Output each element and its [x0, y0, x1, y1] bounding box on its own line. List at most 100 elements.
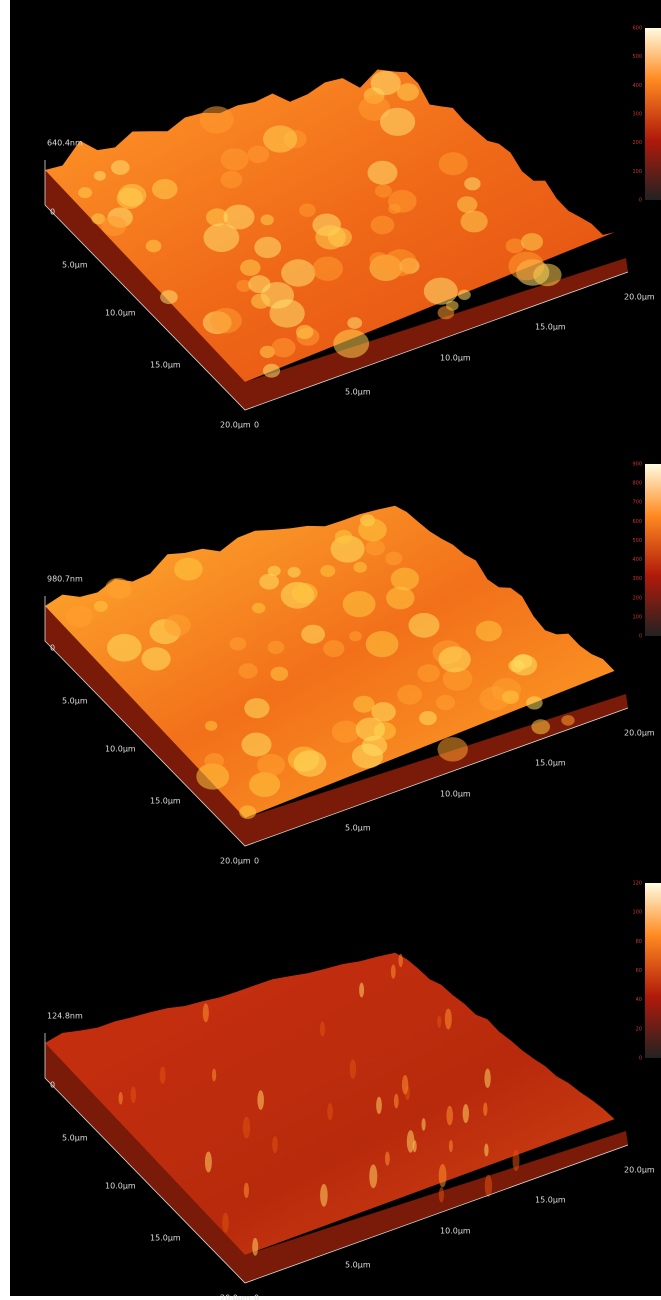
surface-bump: [152, 179, 178, 199]
front-axis-label: 0: [254, 421, 259, 430]
surface-bump: [438, 737, 468, 761]
surface-bump: [288, 567, 301, 578]
surface-bump: [212, 1069, 216, 1082]
surface-bump: [413, 1140, 417, 1152]
colorbar-tick-label: 500: [632, 54, 642, 60]
surface-bump: [383, 249, 417, 276]
surface-bump: [438, 306, 455, 319]
surface-bump: [243, 1117, 250, 1139]
colorbar-tick-label: 900: [632, 462, 642, 468]
left-axis-label: 20.0µm: [220, 1294, 251, 1300]
surface-bump: [514, 654, 533, 669]
surface-bump: [533, 264, 561, 287]
surface-bump: [371, 216, 395, 235]
surface-bump: [391, 965, 396, 979]
surface-bump: [270, 667, 288, 681]
surface-bump: [417, 664, 439, 682]
colorbar-tick-label: 600: [632, 26, 642, 32]
left-axis-label: 10.0µm: [105, 309, 136, 318]
colorbar-tick-label: 700: [632, 500, 642, 506]
surface-bump: [359, 983, 364, 998]
surface-bump: [385, 1152, 390, 1166]
front-axis-label: 15.0µm: [535, 323, 566, 332]
surface-bump: [66, 606, 93, 628]
surface-bump: [438, 646, 470, 672]
surface-bump: [94, 171, 106, 181]
front-axis-label: 10.0µm: [440, 354, 471, 363]
surface-bump: [446, 1106, 453, 1126]
surface-bump: [422, 1118, 426, 1131]
front-axis-label: 0: [254, 857, 259, 866]
surface-bump: [358, 519, 387, 542]
left-axis-label: 0: [50, 1081, 55, 1090]
surface-bump: [424, 278, 458, 305]
colorbar-tick-label: 20: [636, 1026, 642, 1032]
surface-bump: [205, 1152, 212, 1173]
surface-bump: [244, 698, 269, 718]
surface-bump: [131, 1087, 137, 1104]
surface-bump: [347, 317, 362, 329]
surface-bump: [210, 308, 242, 333]
surface-bump: [371, 71, 401, 95]
colorbar-tick-label: 200: [632, 140, 642, 146]
front-axis-label: 20.0µm: [624, 293, 655, 302]
surface-bump: [252, 1238, 258, 1256]
left-axis-label: 20.0µm: [220, 421, 251, 430]
afm-figure: 640.4nm05.0µm10.0µm15.0µm20.0µm05.0µm10.…: [0, 0, 661, 1300]
surface-bump: [483, 1103, 487, 1116]
colorbar-gradient: [645, 28, 661, 200]
surface-bump: [335, 530, 353, 544]
surface-bump: [439, 152, 468, 175]
left-axis-label: 15.0µm: [150, 1234, 181, 1243]
surface-bump: [366, 631, 399, 657]
surface-bump: [296, 325, 314, 339]
surface-bump: [369, 1164, 377, 1188]
surface-bump: [247, 146, 269, 163]
surface-bump: [101, 216, 126, 236]
front-axis-label: 20.0µm: [624, 1166, 655, 1175]
surface-bump: [350, 1059, 357, 1079]
left-axis-label: 10.0µm: [105, 1182, 136, 1191]
surface-bump: [268, 641, 285, 654]
surface-bump: [353, 562, 367, 573]
surface-bump: [263, 125, 297, 152]
front-axis-label: 0: [254, 1294, 259, 1300]
colorbar-tick-label: 0: [639, 1056, 642, 1062]
surface-bump: [371, 702, 395, 722]
surface-bump: [259, 574, 279, 590]
surface-bump: [436, 695, 455, 710]
left-axis-label: 5.0µm: [62, 1134, 88, 1143]
surface-bump: [394, 1094, 399, 1109]
front-axis-label: 15.0µm: [535, 1196, 566, 1205]
colorbar-tick-label: 80: [636, 939, 642, 945]
surface-bump: [402, 1075, 408, 1094]
surface-bump: [366, 540, 385, 556]
surface-bump: [385, 552, 402, 566]
surface-bump: [203, 1003, 209, 1022]
surface-bump: [251, 294, 270, 309]
surface-bump: [281, 259, 315, 286]
surface-bump: [388, 204, 401, 214]
front-axis-label: 15.0µm: [535, 759, 566, 768]
surface-bump: [294, 750, 327, 776]
surface-bump: [242, 733, 272, 757]
surface-bump: [146, 240, 162, 253]
surface-bump: [449, 1140, 453, 1152]
surface-bump: [332, 721, 360, 743]
surface-bump: [222, 1213, 229, 1233]
surface-bump: [239, 805, 256, 819]
surface-bump: [221, 148, 249, 170]
surface-bump: [457, 196, 477, 212]
surface-bump: [439, 1187, 444, 1202]
surface-bump: [249, 772, 280, 797]
surface-bump: [269, 299, 304, 327]
surface-bump: [463, 1104, 469, 1123]
surface-bump: [160, 290, 178, 304]
surface-bump: [204, 753, 224, 769]
surface-bump: [160, 1067, 166, 1084]
front-axis-label: 5.0µm: [345, 824, 371, 833]
surface-bump: [531, 719, 550, 734]
surface-bump: [252, 603, 265, 614]
surface-bump: [299, 204, 316, 217]
left-axis-label: 15.0µm: [150, 361, 181, 370]
